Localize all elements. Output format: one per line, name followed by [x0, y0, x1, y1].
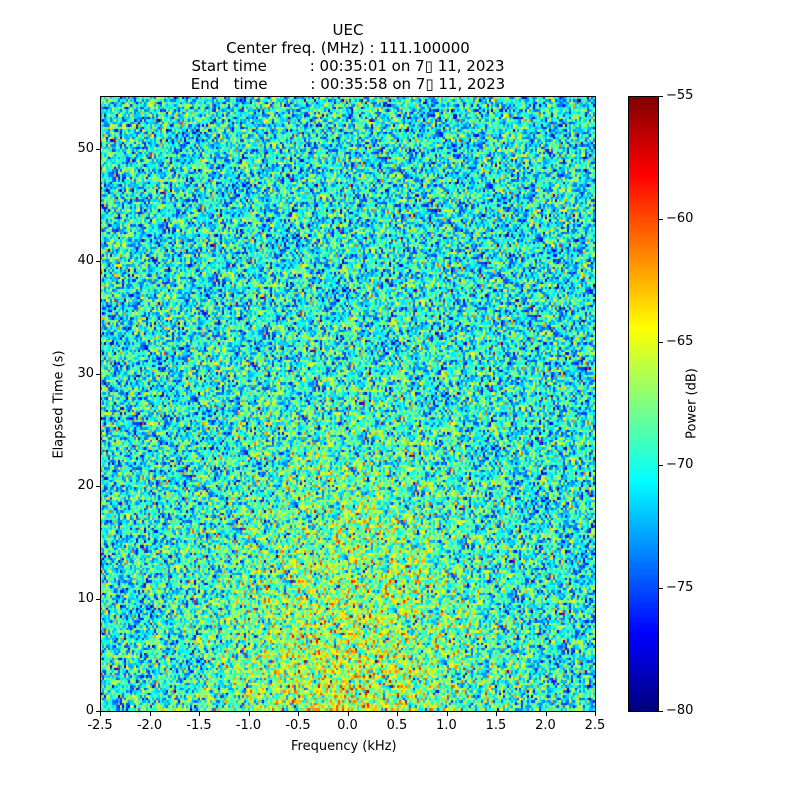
colorbar-tick-mark — [659, 465, 663, 466]
colorbar-tick-mark — [659, 219, 663, 220]
colorbar-tick-mark — [659, 588, 663, 589]
x-tick-label: -2.5 — [87, 718, 113, 733]
x-tick-label: 2.5 — [584, 718, 606, 733]
x-tick-label: 2.0 — [535, 718, 556, 733]
x-tick-mark — [397, 712, 398, 716]
y-tick-mark — [96, 711, 100, 712]
y-tick-label: 20 — [77, 478, 94, 494]
colorbar-tick-mark — [659, 96, 663, 97]
colorbar-tick-label: −80 — [666, 703, 694, 718]
y-tick-mark — [96, 148, 100, 150]
colorbar-label: Power (dB) — [684, 368, 700, 439]
x-tick-mark — [496, 712, 497, 716]
colorbar-gradient — [629, 97, 658, 711]
x-tick-label: -1.5 — [186, 718, 212, 733]
colorbar-tick-label: −60 — [666, 211, 694, 226]
colorbar — [628, 96, 659, 712]
y-tick-label: 0 — [85, 703, 94, 718]
x-tick-mark — [545, 712, 547, 716]
spectrogram-heatmap — [101, 97, 595, 711]
y-tick-label: 40 — [77, 253, 94, 269]
y-tick-mark — [96, 486, 100, 488]
colorbar-tick-label: −75 — [666, 580, 694, 595]
x-tick-mark — [100, 712, 101, 716]
title-line-2: Center freq. (MHz) : 111.100000 — [226, 39, 470, 57]
y-tick-label: 10 — [77, 590, 94, 606]
y-tick-mark — [96, 598, 100, 600]
x-tick-mark — [199, 712, 200, 716]
title-line-3: Start time : 00:35:01 on 7▯ 11, 2023 — [191, 57, 505, 75]
x-tick-mark — [248, 712, 250, 716]
colorbar-tick-label: −70 — [666, 457, 694, 472]
colorbar-tick-mark — [659, 342, 663, 343]
y-tick-label: 30 — [77, 365, 94, 381]
x-tick-label: -2.0 — [136, 718, 163, 733]
title-line-1: UEC — [332, 21, 364, 39]
x-tick-label: 0.5 — [386, 718, 408, 733]
y-tick-mark — [96, 261, 100, 263]
colorbar-tick-label: −65 — [666, 334, 694, 349]
y-axis-label: Elapsed Time (s) — [51, 350, 67, 459]
x-tick-mark — [446, 712, 448, 716]
colorbar-tick-mark — [659, 711, 663, 712]
title-line-4: End time : 00:35:58 on 7▯ 11, 2023 — [190, 75, 506, 93]
colorbar-tick-label: −55 — [666, 88, 694, 103]
x-tick-label: -1.0 — [235, 718, 262, 733]
x-tick-label: 1.5 — [485, 718, 507, 733]
y-tick-mark — [96, 373, 100, 375]
x-tick-label: 0.0 — [337, 718, 358, 733]
x-tick-mark — [595, 712, 596, 716]
x-tick-label: 1.0 — [436, 718, 457, 733]
x-tick-label: -0.5 — [285, 718, 311, 733]
x-tick-mark — [298, 712, 299, 716]
x-axis-label: Frequency (kHz) — [291, 739, 397, 754]
x-tick-mark — [149, 712, 151, 716]
y-tick-label: 50 — [77, 140, 94, 156]
x-tick-mark — [347, 712, 349, 716]
spectrogram-plot-area — [100, 96, 596, 712]
